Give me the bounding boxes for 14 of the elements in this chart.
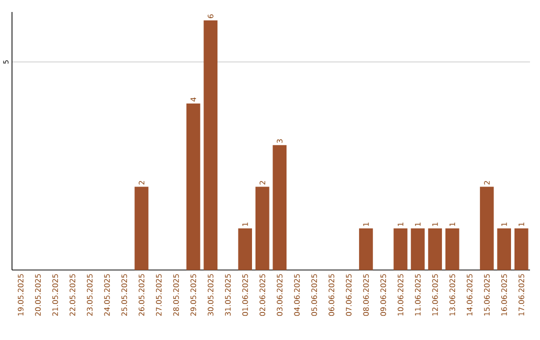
bar <box>238 228 252 270</box>
bar <box>204 20 218 270</box>
bar <box>410 228 425 270</box>
bar <box>428 228 442 270</box>
bar <box>186 104 200 270</box>
bar <box>480 186 494 270</box>
bar <box>134 186 148 270</box>
bar <box>359 228 373 270</box>
bar <box>514 228 528 270</box>
bar <box>445 228 460 270</box>
bar <box>497 228 512 270</box>
bar <box>255 186 270 270</box>
bar <box>272 145 287 270</box>
bar <box>394 228 408 270</box>
